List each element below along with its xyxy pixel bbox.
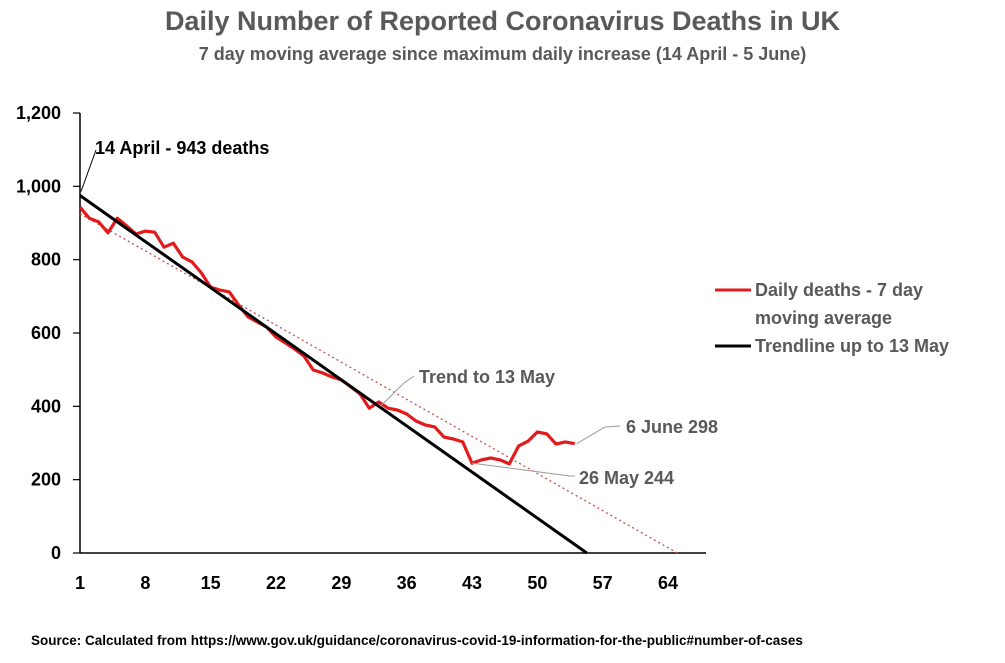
annotation-leader: [576, 425, 621, 445]
annotation-26-may: 26 May 244: [579, 468, 674, 488]
legend: Daily deaths - 7 day moving average Trendl…: [715, 280, 949, 356]
x-tick-label: 22: [266, 573, 286, 593]
x-tick-label: 50: [527, 573, 547, 593]
y-tick-label: 400: [31, 396, 61, 416]
y-tick-label: 1,000: [16, 176, 61, 196]
axes: 0 200 400 600 800 1,000 1,200 1 8 15 22 29 36 43 50 57 6…: [16, 103, 706, 593]
x-tick-label: 64: [658, 573, 678, 593]
legend-label-trendline: Trendline up to 13 May: [755, 336, 949, 356]
series-linear-trend-dotted: [79, 213, 678, 554]
legend-label-daily-deaths: Daily deaths - 7 day: [755, 280, 923, 300]
annotation-14-april: 14 April - 943 deaths: [95, 138, 269, 158]
x-tick-label: 1: [75, 573, 85, 593]
y-tick-label: 800: [31, 250, 61, 270]
y-tick-label: 0: [51, 543, 61, 563]
annotation-trend-to-13-may: Trend to 13 May: [419, 367, 555, 387]
chart-subtitle: 7 day moving average since maximum daily…: [198, 44, 807, 64]
y-tick-label: 600: [31, 323, 61, 343]
annotations-layer: 14 April - 943 deaths Trend to 13 May 6 Ju…: [80, 138, 718, 488]
chart-title: Daily Number of Reported Coronavirus Dea…: [164, 6, 841, 36]
x-tick-label: 57: [593, 573, 613, 593]
annotation-leader: [380, 375, 415, 407]
series-layer: [78, 194, 678, 555]
y-tick-label: 200: [31, 470, 61, 490]
x-tick-label: 29: [331, 573, 351, 593]
x-tick-label: 36: [397, 573, 417, 593]
series-trendline: [79, 194, 588, 555]
source-note: Source: Calculated from https://www.gov.…: [31, 633, 803, 648]
x-tick-label: 8: [140, 573, 150, 593]
annotation-leader: [471, 462, 575, 477]
series-daily-deaths-line: [78, 206, 576, 466]
legend-label-daily-deaths-line2: moving average: [755, 308, 892, 328]
annotation-6-june: 6 June 298: [626, 417, 718, 437]
y-tick-label: 1,200: [16, 103, 61, 123]
x-tick-label: 15: [201, 573, 221, 593]
annotation-leader: [80, 149, 97, 192]
x-tick-label: 43: [462, 573, 482, 593]
